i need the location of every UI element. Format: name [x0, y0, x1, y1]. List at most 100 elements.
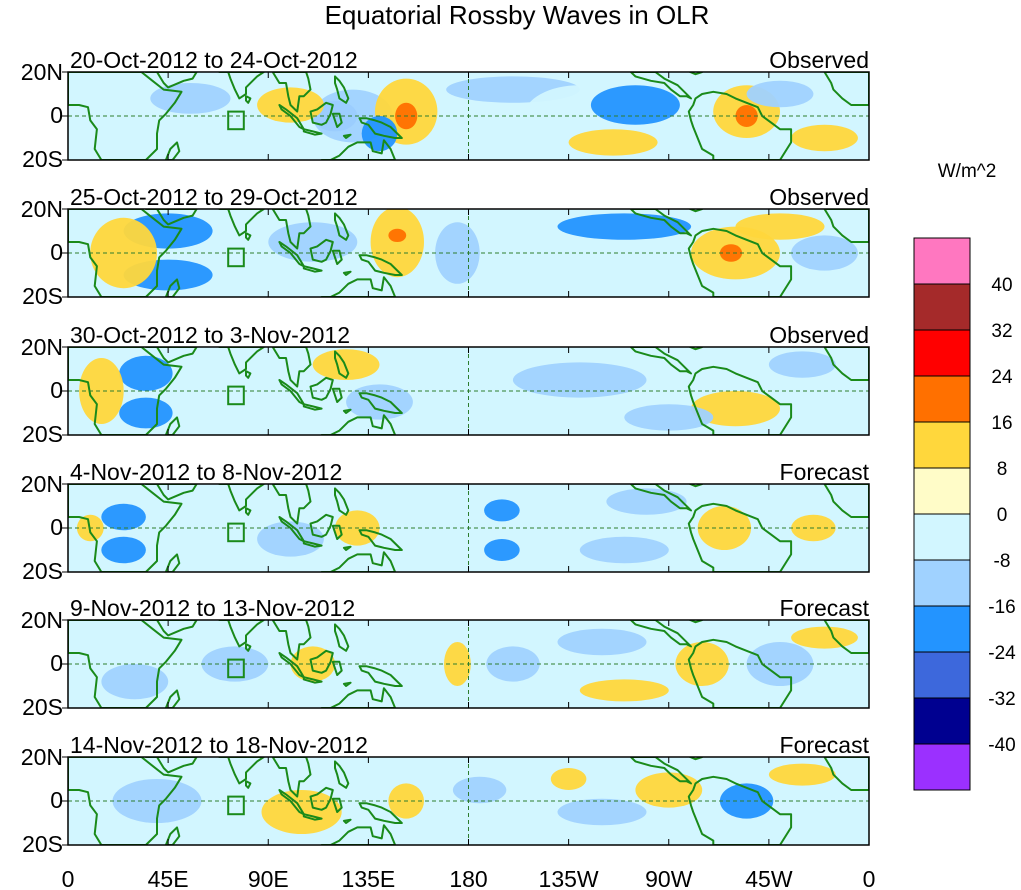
- coastline-africa: [68, 72, 183, 160]
- reference-box: [227, 795, 245, 816]
- coastline-newguinea: [358, 802, 403, 824]
- colorbar-swatch: [913, 467, 971, 515]
- coastline-centralamerica: [629, 347, 692, 375]
- coastlines: [68, 72, 869, 160]
- coastline-timor: [342, 270, 352, 276]
- colorbar-label: 40: [991, 275, 1012, 296]
- coastline-india: [218, 347, 265, 375]
- olr-anomaly: [557, 798, 647, 826]
- coastline-srilanka: [245, 232, 252, 241]
- colorbar-swatch: [913, 697, 971, 745]
- coastline-java: [302, 676, 323, 684]
- coastline-borneo: [309, 101, 334, 126]
- olr-anomaly: [579, 679, 669, 702]
- panel-period-label: 14-Nov-2012 to 18-Nov-2012: [70, 732, 368, 758]
- panel-period-label: 20-Oct-2012 to 24-Oct-2012: [70, 47, 358, 73]
- coastline-indochina: [271, 484, 312, 525]
- coastline-srilanka: [245, 370, 252, 379]
- olr-anomaly: [312, 349, 380, 380]
- coastline-java: [302, 540, 323, 548]
- y-tick-label: 20S: [22, 283, 63, 309]
- coastline-india: [218, 484, 265, 512]
- coastline-arabia: [144, 72, 198, 89]
- olr-anomaly: [446, 384, 536, 420]
- coastline-india: [218, 209, 265, 237]
- coastline-india: [218, 72, 265, 100]
- coastline-westafrica2: [823, 347, 869, 381]
- x-tick-label: 180: [449, 866, 487, 890]
- colorbar-label: -8: [994, 551, 1011, 572]
- coastline-timor: [342, 818, 352, 824]
- coastline-sumatra: [278, 379, 305, 406]
- olr-anomaly: [768, 351, 836, 378]
- coastline-sumatra: [278, 789, 305, 816]
- coastline-africa: [68, 620, 183, 708]
- coastline-arabia: [144, 484, 198, 501]
- coastline-philippines: [334, 487, 350, 516]
- coastline-borneo: [309, 513, 334, 538]
- olr-anomaly: [735, 213, 825, 240]
- olr-anomaly: [101, 536, 146, 564]
- coastline-centralamerica: [629, 620, 692, 648]
- y-tick-label: 0: [50, 102, 63, 128]
- panel-kind-label: Forecast: [780, 459, 870, 485]
- coastline-madagascar: [164, 141, 181, 160]
- coastline-indochina: [271, 347, 312, 388]
- y-tick-label: 0: [50, 239, 63, 265]
- colorbar-swatch: [913, 651, 971, 699]
- coastline-java: [302, 813, 323, 821]
- panel-plot-area: [62, 346, 870, 436]
- panel-plot-area: [62, 71, 870, 161]
- coastline-indochina: [271, 620, 312, 661]
- coastline-arabia: [144, 757, 198, 774]
- olr-anomaly: [484, 499, 520, 522]
- coastline-australia: [320, 276, 397, 297]
- olr-anomaly: [791, 626, 858, 649]
- panel-plot-area: [62, 619, 870, 709]
- coastline-arabia: [144, 347, 198, 364]
- panel-1: 20-Oct-2012 to 24-Oct-2012 Observed 20N 0 20…: [21, 47, 870, 172]
- olr-anomaly: [719, 244, 743, 262]
- colorbar-label: -16: [988, 597, 1015, 618]
- coastline-java: [302, 265, 323, 273]
- panel-5: 9-Nov-2012 to 13-Nov-2012 Forecast 20N 0 20S: [21, 595, 870, 720]
- coastline-southamerica: [687, 365, 793, 435]
- olr-anomaly: [557, 628, 647, 656]
- y-tick-label: 20N: [21, 744, 63, 770]
- coastline-newguinea: [358, 254, 403, 276]
- coastline-sulawesi: [331, 524, 343, 540]
- coastline-madagascar: [164, 553, 181, 572]
- coastline-centralamerica: [629, 209, 692, 237]
- x-tick-label: 90W: [645, 866, 693, 890]
- y-tick-label: 20S: [22, 694, 63, 720]
- coastline-africa: [68, 757, 183, 845]
- olr-anomaly: [257, 521, 324, 557]
- olr-anomaly: [746, 642, 814, 686]
- y-tick-label: 20S: [22, 421, 63, 447]
- reference-box: [227, 658, 245, 679]
- y-tick-label: 20S: [22, 146, 63, 172]
- coastline-newguinea: [358, 117, 403, 139]
- coastline-india: [218, 757, 265, 785]
- panel-kind-label: Forecast: [780, 595, 870, 621]
- coastline-australia: [320, 139, 397, 160]
- panel-period-label: 30-Oct-2012 to 3-Nov-2012: [70, 322, 350, 348]
- colorbar-units-label: W/m^2: [938, 161, 997, 182]
- colorbar-swatch: [913, 743, 971, 791]
- coastline-newguinea: [358, 392, 403, 414]
- coastline-southamerica: [687, 90, 793, 160]
- olr-anomaly: [346, 384, 413, 420]
- coastline-philippines: [334, 623, 350, 652]
- panel-plot-area: [62, 483, 870, 573]
- coastline-philippines: [334, 212, 350, 241]
- olr-anomaly: [484, 539, 520, 561]
- y-tick-label: 20N: [21, 607, 63, 633]
- colorbar-swatch: [913, 421, 971, 469]
- coastline-madagascar: [164, 416, 181, 435]
- reference-box: [227, 110, 245, 131]
- olr-anomaly: [370, 209, 424, 278]
- coastline-sulawesi: [331, 112, 343, 128]
- panel-period-label: 9-Nov-2012 to 13-Nov-2012: [70, 595, 355, 621]
- coastline-westafrica2: [823, 484, 869, 518]
